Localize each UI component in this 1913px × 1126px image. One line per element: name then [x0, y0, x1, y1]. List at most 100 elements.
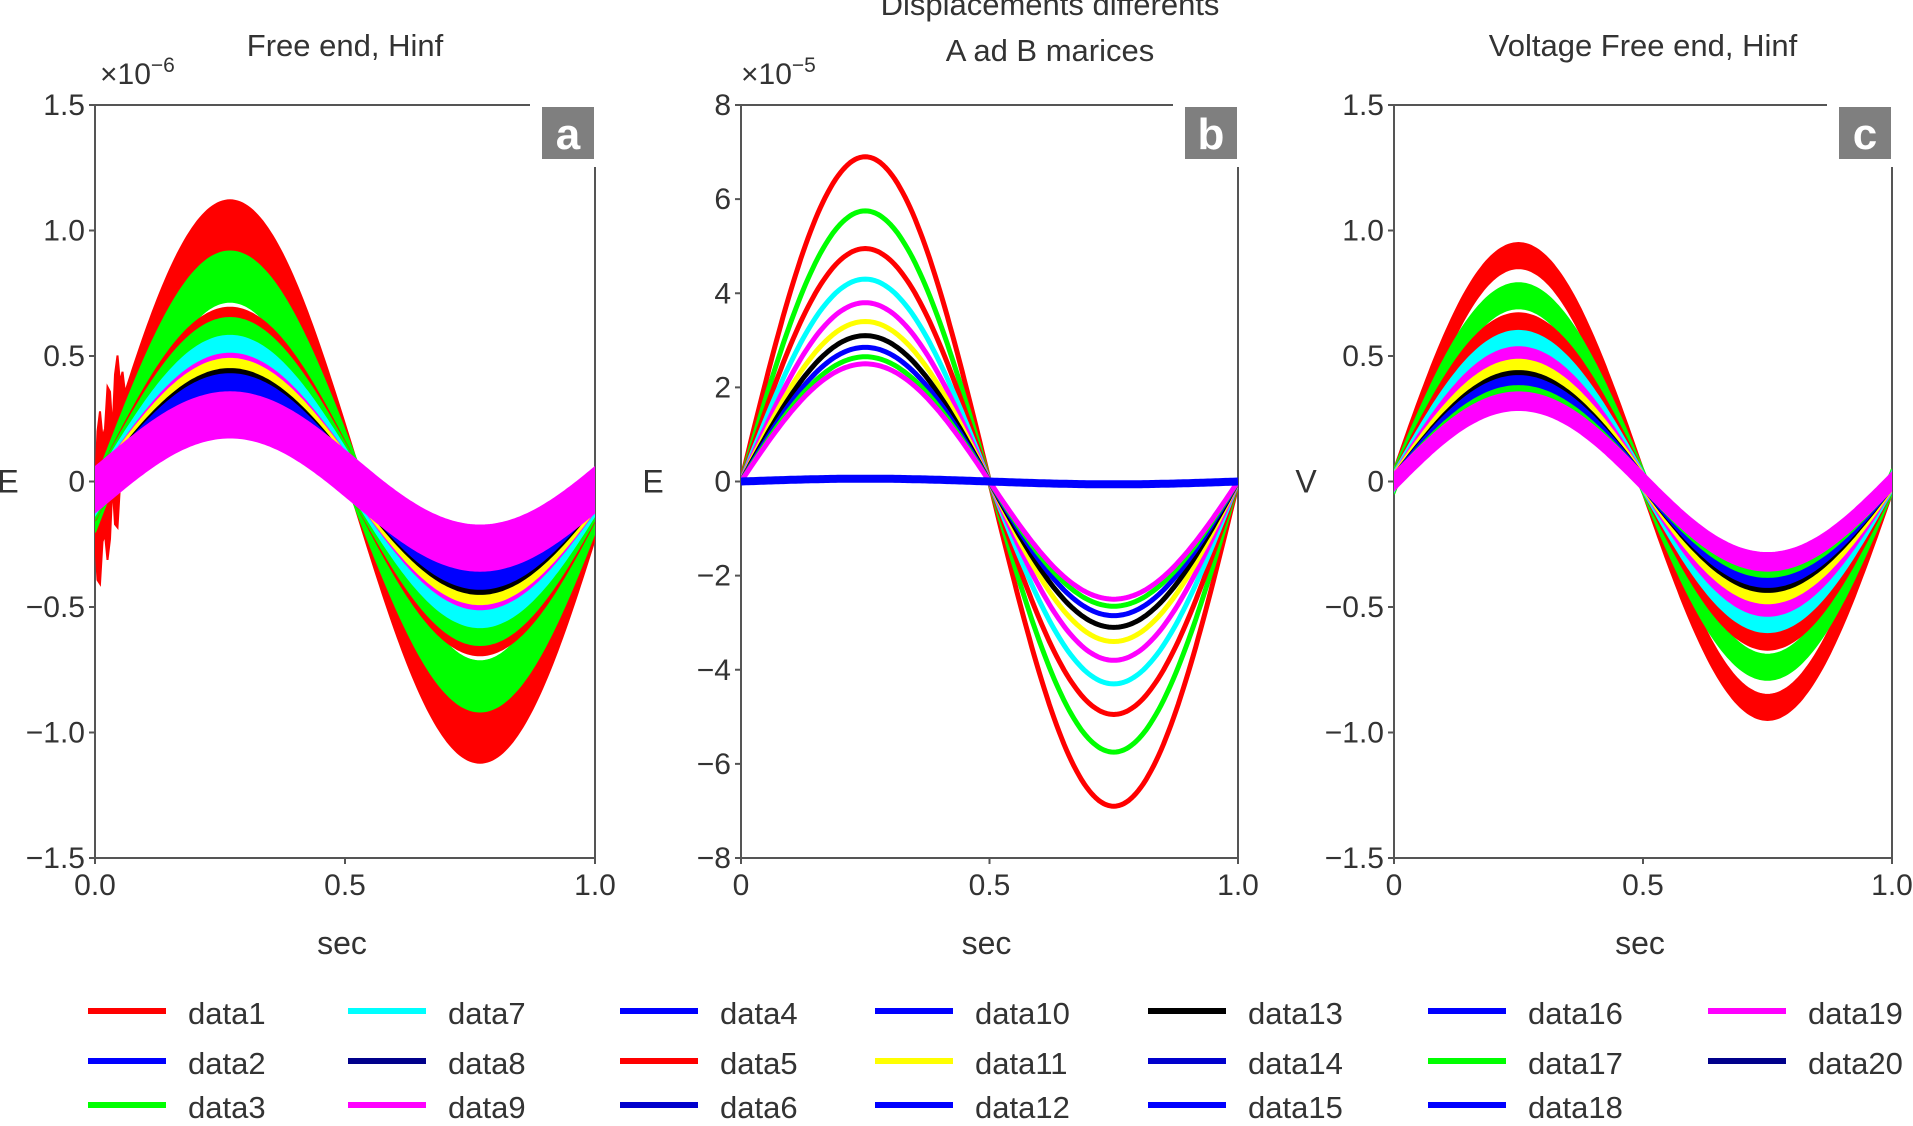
- y-tick-label: −1.0: [1325, 717, 1384, 750]
- panel-title: Free end, Hinf: [247, 28, 444, 63]
- panel-badge-label: c: [1853, 110, 1877, 159]
- plot-area: [1394, 241, 1892, 722]
- legend-label: data3: [188, 1090, 266, 1125]
- legend-item-data7: data7: [348, 996, 526, 1031]
- legend-item-data12: data12: [875, 1090, 1070, 1125]
- legend-item-data13: data13: [1148, 996, 1343, 1031]
- legend-label: data20: [1808, 1046, 1903, 1081]
- y-axis-label: V: [1295, 464, 1317, 500]
- legend-item-data3: data3: [88, 1090, 266, 1125]
- legend-item-data4: data4: [620, 996, 798, 1031]
- panel-badge: c: [1839, 107, 1891, 159]
- legend-item-data5: data5: [620, 1046, 798, 1081]
- x-axis-label: sec: [962, 925, 1012, 961]
- series-band: [1394, 391, 1892, 572]
- legend-label: data19: [1808, 996, 1903, 1031]
- legend-label: data10: [975, 996, 1070, 1031]
- legend-item-data15: data15: [1148, 1090, 1343, 1125]
- legend-label: data7: [448, 996, 526, 1031]
- legend-label: data12: [975, 1090, 1070, 1125]
- multiplier-base: ×10: [741, 58, 792, 91]
- legend-label: data1: [188, 996, 266, 1031]
- panel-badge: a: [542, 107, 594, 159]
- legend: data1 data2 data3 data7 data8 data9 data4 data5…: [88, 996, 1903, 1125]
- y-tick-label: 2: [714, 371, 731, 404]
- series-data19: [1394, 391, 1892, 572]
- panel-badge-label: b: [1198, 110, 1225, 159]
- panel-title: Voltage Free end, Hinf: [1489, 28, 1798, 63]
- series-data17: [95, 250, 595, 713]
- y-tick-label: 0: [68, 466, 85, 499]
- y-tick-label: 4: [714, 277, 731, 310]
- x-tick-label: 1.0: [574, 869, 616, 902]
- x-axis-label: sec: [1615, 925, 1665, 961]
- y-tick-label: 1.5: [43, 89, 85, 122]
- y-tick-label: −4: [697, 654, 731, 687]
- axis-multiplier: ×10−5: [741, 54, 816, 91]
- series-line: [741, 474, 1238, 489]
- chart-panel-a: 1.5 1.0 0.5 0 −0.5 −1.0 −1.50.0 0.5 1.0 sec E Free …: [0, 28, 616, 961]
- y-tick-label: −8: [697, 842, 731, 875]
- y-tick-label: 1.5: [1342, 89, 1384, 122]
- y-axis-label: E: [0, 464, 19, 500]
- y-tick-label: 0.5: [1342, 340, 1384, 373]
- panel-badge: b: [1185, 107, 1237, 159]
- legend-label: data6: [720, 1090, 798, 1125]
- y-tick-label: −1.5: [1325, 842, 1384, 875]
- x-tick-label: 0.5: [969, 869, 1011, 902]
- legend-item-data20: data20: [1708, 1046, 1903, 1081]
- legend-label: data5: [720, 1046, 798, 1081]
- legend-item-data11: data11: [875, 1046, 1068, 1081]
- multiplier-base: ×10: [100, 58, 151, 91]
- legend-item-data10: data10: [875, 996, 1070, 1031]
- y-tick-label: 0: [714, 466, 731, 499]
- legend-item-data8: data8: [348, 1046, 526, 1081]
- x-tick-label: 1.0: [1871, 869, 1913, 902]
- legend-item-data2: data2: [88, 1046, 266, 1081]
- multiplier-exponent: −6: [151, 54, 175, 77]
- x-tick-label: 0.0: [74, 869, 116, 902]
- y-tick-label: 8: [714, 89, 731, 122]
- legend-item-data1: data1: [88, 996, 266, 1031]
- y-tick-label: −6: [697, 748, 731, 781]
- x-tick-label: 0.5: [324, 869, 366, 902]
- legend-item-data6: data6: [620, 1090, 798, 1125]
- legend-label: data17: [1528, 1046, 1623, 1081]
- legend-label: data13: [1248, 996, 1343, 1031]
- series-band: [95, 391, 595, 572]
- plot-area: [95, 199, 595, 764]
- chart-panel-c: 1.51.00.50−0.5−1.0−1.50 0.5 1.0secVVoltage…: [1295, 28, 1913, 961]
- legend-item-data16: data16: [1428, 996, 1623, 1031]
- legend-item-data14: data14: [1148, 1046, 1343, 1081]
- panel-badge-box: [1839, 107, 1891, 159]
- legend-item-data9: data9: [348, 1090, 526, 1125]
- legend-label: data4: [720, 996, 798, 1031]
- axis-multiplier: ×10−6: [100, 54, 175, 91]
- panel-title: A ad B marices: [946, 33, 1154, 68]
- panel-badge-label: a: [556, 110, 581, 159]
- y-tick-label: −0.5: [1325, 591, 1384, 624]
- x-tick-label: 0: [1386, 869, 1403, 902]
- y-tick-label: −1.5: [26, 842, 85, 875]
- series-data20: [741, 474, 1238, 489]
- legend-item-data18: data18: [1428, 1090, 1623, 1125]
- legend-label: data9: [448, 1090, 526, 1125]
- legend-label: data15: [1248, 1090, 1343, 1125]
- legend-label: data18: [1528, 1090, 1623, 1125]
- x-tick-label: 0: [733, 869, 750, 902]
- series-band: [95, 250, 595, 713]
- x-tick-label: 1.0: [1217, 869, 1259, 902]
- legend-label: data16: [1528, 996, 1623, 1031]
- y-tick-label: 6: [714, 183, 731, 216]
- x-axis-label: sec: [317, 925, 367, 961]
- panel-title: Displacements differents: [881, 0, 1220, 22]
- y-tick-label: 1.0: [1342, 215, 1384, 248]
- y-tick-label: 1.0: [43, 215, 85, 248]
- multiplier-exponent: −5: [792, 54, 816, 77]
- panel-badge-box: [1185, 107, 1237, 159]
- legend-label: data14: [1248, 1046, 1343, 1081]
- y-tick-label: −1.0: [26, 717, 85, 750]
- legend-item-data17: data17: [1428, 1046, 1623, 1081]
- y-tick-label: −2: [697, 560, 731, 593]
